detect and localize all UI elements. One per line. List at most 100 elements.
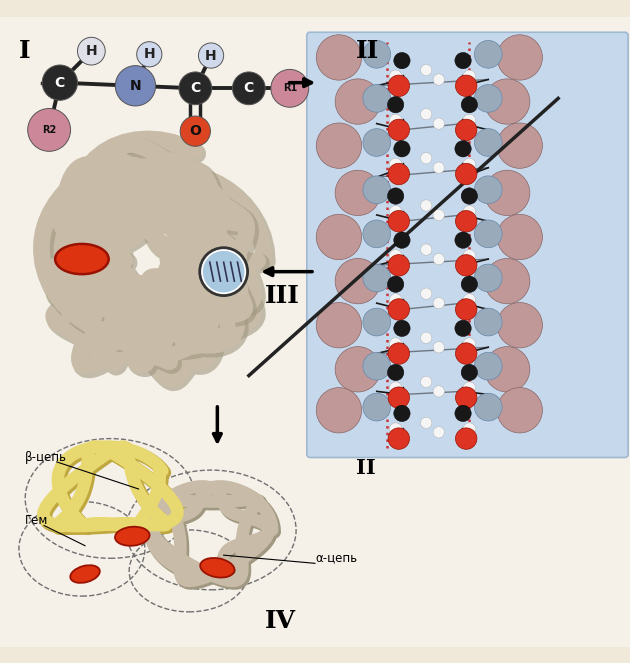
- Text: II: II: [356, 38, 379, 62]
- Circle shape: [316, 34, 362, 80]
- Circle shape: [363, 129, 391, 156]
- Circle shape: [363, 352, 391, 380]
- Circle shape: [461, 188, 478, 204]
- Text: III: III: [265, 284, 299, 308]
- Circle shape: [455, 141, 471, 157]
- Circle shape: [474, 220, 502, 248]
- Circle shape: [463, 158, 476, 171]
- Circle shape: [389, 294, 402, 306]
- Ellipse shape: [115, 526, 149, 546]
- Ellipse shape: [200, 558, 234, 577]
- Circle shape: [387, 188, 404, 204]
- Circle shape: [363, 40, 391, 68]
- Circle shape: [363, 393, 391, 421]
- Circle shape: [433, 298, 445, 309]
- Circle shape: [387, 276, 404, 292]
- Circle shape: [77, 37, 105, 65]
- FancyBboxPatch shape: [307, 32, 628, 457]
- Text: R2: R2: [42, 125, 56, 135]
- Circle shape: [28, 109, 71, 151]
- Circle shape: [497, 123, 542, 168]
- Circle shape: [198, 43, 224, 68]
- Circle shape: [455, 255, 477, 276]
- Circle shape: [388, 255, 410, 276]
- Circle shape: [497, 388, 542, 433]
- Circle shape: [421, 288, 432, 300]
- Text: β-цепь: β-цепь: [25, 451, 67, 463]
- Text: N: N: [130, 79, 141, 93]
- Circle shape: [474, 264, 502, 292]
- Circle shape: [461, 276, 478, 292]
- Circle shape: [421, 152, 432, 164]
- Circle shape: [421, 332, 432, 343]
- Circle shape: [389, 338, 402, 351]
- Circle shape: [271, 70, 309, 107]
- Circle shape: [394, 232, 410, 249]
- Circle shape: [433, 210, 445, 221]
- Circle shape: [455, 343, 477, 364]
- Circle shape: [388, 75, 410, 97]
- Circle shape: [389, 70, 402, 83]
- Circle shape: [474, 393, 502, 421]
- Circle shape: [455, 320, 471, 337]
- Circle shape: [433, 386, 445, 397]
- Circle shape: [455, 299, 477, 320]
- Circle shape: [203, 251, 244, 292]
- Circle shape: [316, 302, 362, 348]
- Circle shape: [421, 417, 432, 428]
- Circle shape: [389, 114, 402, 127]
- Circle shape: [179, 72, 212, 105]
- Circle shape: [455, 405, 471, 422]
- Circle shape: [455, 387, 477, 408]
- Circle shape: [497, 214, 542, 260]
- Circle shape: [316, 123, 362, 168]
- Circle shape: [497, 34, 542, 80]
- Circle shape: [316, 214, 362, 260]
- Circle shape: [474, 308, 502, 336]
- Circle shape: [387, 364, 404, 381]
- Text: C: C: [244, 82, 254, 95]
- Circle shape: [474, 352, 502, 380]
- Text: C: C: [55, 76, 65, 90]
- Circle shape: [455, 163, 477, 185]
- Circle shape: [394, 141, 410, 157]
- Circle shape: [433, 74, 445, 85]
- Circle shape: [455, 232, 471, 249]
- Circle shape: [455, 428, 477, 450]
- Circle shape: [335, 79, 381, 124]
- Text: IV: IV: [265, 609, 295, 633]
- Circle shape: [484, 259, 530, 304]
- Circle shape: [484, 79, 530, 124]
- Circle shape: [363, 308, 391, 336]
- Circle shape: [389, 249, 402, 262]
- Circle shape: [389, 382, 402, 394]
- Circle shape: [455, 52, 471, 69]
- Circle shape: [421, 244, 432, 255]
- Text: II: II: [356, 457, 375, 477]
- Circle shape: [388, 163, 410, 185]
- Ellipse shape: [55, 244, 109, 274]
- Circle shape: [463, 338, 476, 351]
- Circle shape: [463, 423, 476, 436]
- Circle shape: [421, 200, 432, 211]
- Circle shape: [115, 66, 156, 106]
- Circle shape: [389, 423, 402, 436]
- Circle shape: [463, 249, 476, 262]
- Text: O: O: [190, 124, 201, 138]
- Circle shape: [474, 40, 502, 68]
- Circle shape: [388, 119, 410, 141]
- Circle shape: [363, 176, 391, 204]
- Circle shape: [363, 220, 391, 248]
- Circle shape: [455, 119, 477, 141]
- Circle shape: [388, 211, 410, 232]
- Circle shape: [387, 97, 404, 113]
- Text: H: H: [205, 48, 217, 62]
- Circle shape: [421, 109, 432, 120]
- Circle shape: [388, 428, 410, 450]
- Circle shape: [394, 405, 410, 422]
- Circle shape: [180, 116, 210, 147]
- Circle shape: [474, 176, 502, 204]
- Text: R1: R1: [283, 84, 297, 93]
- Text: α-цепь: α-цепь: [315, 552, 357, 564]
- Circle shape: [137, 42, 162, 67]
